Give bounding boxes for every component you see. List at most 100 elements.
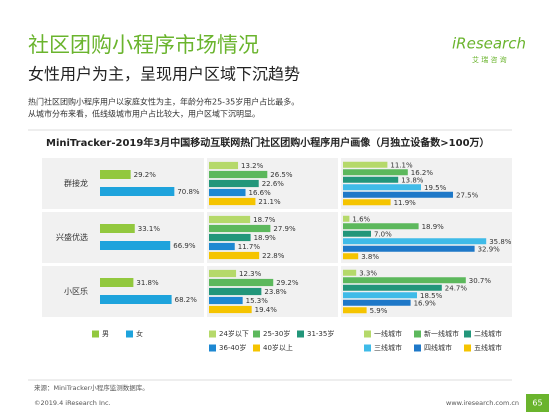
value-label: 13.2% bbox=[241, 162, 264, 170]
bar bbox=[100, 187, 175, 196]
bar bbox=[209, 242, 235, 251]
value-label: 13.8% bbox=[401, 176, 424, 184]
value-label: 29.2% bbox=[134, 171, 157, 179]
logo: iResearch bbox=[452, 35, 526, 53]
copyright: ©2019.4 iResearch Inc. bbox=[34, 399, 111, 407]
bar bbox=[343, 245, 475, 252]
value-label: 18.9% bbox=[422, 223, 445, 231]
value-label: 22.8% bbox=[262, 252, 285, 260]
panel bbox=[341, 266, 512, 317]
bar bbox=[100, 224, 135, 233]
legend-label: 新一线城市 bbox=[424, 329, 459, 338]
bar bbox=[343, 277, 466, 284]
value-label: 26.5% bbox=[270, 171, 293, 179]
value-label: 1.6% bbox=[352, 215, 370, 223]
panel bbox=[42, 266, 204, 317]
legend-swatch bbox=[209, 344, 216, 352]
figure-title: MiniTracker-2019年3月中国移动互联网热门社区团购小程序用户画像（… bbox=[46, 136, 490, 149]
bar bbox=[343, 253, 359, 260]
bar bbox=[343, 223, 419, 230]
legend-swatch bbox=[414, 344, 421, 352]
value-label: 18.7% bbox=[253, 216, 276, 224]
value-label: 16.9% bbox=[414, 299, 437, 307]
value-label: 16.6% bbox=[249, 189, 272, 197]
bar bbox=[343, 307, 367, 314]
legend-label: 五线城市 bbox=[474, 343, 502, 352]
value-label: 68.2% bbox=[175, 296, 198, 304]
subtitle: 女性用户为主，呈现用户区域下沉趋势 bbox=[28, 65, 300, 84]
legend-swatch bbox=[297, 330, 304, 338]
value-label: 15.3% bbox=[246, 297, 269, 305]
page-number: 65 bbox=[532, 399, 542, 408]
description: 从城市分布来看，低线级城市用户占比较大，用户区域下沉明显。 bbox=[28, 109, 260, 119]
panel bbox=[42, 158, 204, 209]
legend-swatch bbox=[364, 330, 371, 338]
value-label: 22.6% bbox=[262, 180, 285, 188]
legend-label: 31-35岁 bbox=[307, 329, 334, 338]
bar bbox=[343, 215, 350, 222]
category-label: 兴盛优选 bbox=[56, 232, 88, 242]
value-label: 5.9% bbox=[370, 307, 388, 315]
legend-label: 一线城市 bbox=[374, 329, 402, 338]
bar bbox=[343, 199, 391, 206]
bar bbox=[343, 238, 487, 245]
value-label: 11.9% bbox=[394, 199, 417, 207]
bar bbox=[343, 191, 453, 198]
legend-label: 40岁以上 bbox=[263, 343, 293, 352]
bar bbox=[209, 161, 239, 170]
page-badge bbox=[526, 394, 549, 412]
value-label: 16.2% bbox=[411, 169, 434, 177]
panel bbox=[42, 212, 204, 263]
category-label: 小区乐 bbox=[64, 286, 88, 296]
value-label: 24.7% bbox=[445, 284, 468, 292]
bar bbox=[343, 161, 388, 168]
legend-label: 男 bbox=[102, 330, 109, 338]
value-label: 19.5% bbox=[424, 184, 447, 192]
bar bbox=[209, 287, 262, 296]
title: 社区团购小程序市场情况 bbox=[28, 33, 259, 57]
bar bbox=[100, 295, 172, 304]
value-label: 11.1% bbox=[390, 161, 413, 169]
legend-swatch bbox=[126, 330, 133, 338]
bar bbox=[209, 296, 243, 305]
legend-swatch bbox=[464, 344, 471, 352]
bar bbox=[100, 170, 131, 179]
value-label: 18.5% bbox=[420, 292, 443, 300]
bar bbox=[209, 278, 274, 287]
legend-swatch bbox=[253, 344, 260, 352]
bar bbox=[209, 233, 251, 242]
value-label: 23.8% bbox=[264, 288, 287, 296]
category-label: 群接龙 bbox=[64, 178, 88, 188]
value-label: 31.8% bbox=[136, 279, 159, 287]
value-label: 18.9% bbox=[254, 234, 277, 242]
bar bbox=[209, 224, 271, 233]
source: 来源：MiniTracker小程序监测数据库。 bbox=[34, 383, 149, 392]
value-label: 66.9% bbox=[173, 242, 196, 250]
legend-swatch bbox=[414, 330, 421, 338]
value-label: 21.1% bbox=[258, 198, 281, 206]
bar bbox=[343, 284, 442, 291]
legend-label: 二线城市 bbox=[474, 329, 502, 338]
legend-swatch bbox=[464, 330, 471, 338]
bar bbox=[209, 215, 251, 224]
value-label: 11.7% bbox=[238, 243, 261, 251]
panel bbox=[341, 212, 512, 263]
bar bbox=[209, 188, 246, 197]
value-label: 32.9% bbox=[478, 245, 501, 253]
legend-label: 36-40岁 bbox=[219, 343, 246, 352]
value-label: 29.2% bbox=[276, 279, 299, 287]
description: 热门社区团购小程序用户以家庭女性为主，年龄分布25-35岁用户占比最多。 bbox=[28, 97, 299, 107]
legend-label: 24岁以下 bbox=[219, 329, 249, 338]
legend-label: 三线城市 bbox=[374, 343, 402, 352]
bar bbox=[209, 179, 259, 188]
value-label: 7.0% bbox=[374, 230, 392, 238]
bar bbox=[100, 241, 171, 250]
bar bbox=[343, 169, 408, 176]
legend-label: 女 bbox=[136, 329, 143, 338]
value-label: 27.9% bbox=[273, 225, 296, 233]
bar bbox=[209, 251, 260, 260]
bar bbox=[343, 269, 357, 276]
legend-label: 25-30岁 bbox=[263, 329, 290, 338]
